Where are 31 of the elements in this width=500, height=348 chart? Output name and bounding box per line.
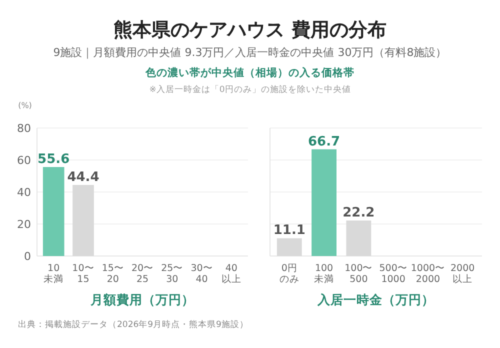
data-label: 22.2 [342, 205, 375, 220]
x-tick-label: 0円のみ [279, 263, 300, 285]
text: ※入居一時金は「0円のみ」の施設を除いた中央値 [149, 84, 351, 95]
x-tick-label: 100未満 [314, 263, 334, 285]
x-tick-label: 20〜25 [131, 263, 154, 285]
x-tick-label: 2000以上 [450, 263, 475, 285]
y-tick-label: 40 [17, 186, 31, 199]
text: 色の濃い帯が中央値（相場）の入る価格帯 [144, 66, 354, 79]
x-tick-label: 10〜15 [72, 263, 94, 285]
data-label: 44.4 [67, 170, 100, 185]
x-tick-label: 10未満 [44, 263, 64, 285]
x-axis-title: 入居一時金（万円） [316, 292, 434, 307]
data-label: 66.7 [308, 134, 340, 150]
y-tick-label: 80 [17, 122, 31, 135]
chart-title: 熊本県のケアハウス 費用の分布 [114, 19, 386, 41]
y-tick-label: 0 [24, 250, 31, 263]
data-label: 55.6 [38, 152, 70, 168]
x-tick-label: 25〜30 [161, 263, 184, 285]
chart-subtitle: 9施設｜月額費用の中央値 9.3万円／入居一時金の中央値 30万円（有料8施設） [53, 46, 447, 59]
source-note: 出典：掲載施設データ（2026年9月時点・熊本県9施設） [18, 319, 248, 330]
data-label: 11.1 [273, 223, 306, 238]
y-tick-label: 20 [17, 218, 31, 231]
y-axis-title: (%) [18, 101, 32, 110]
x-tick-label: 40以上 [221, 263, 242, 285]
x-tick-label: 30〜40 [190, 263, 213, 285]
x-tick-label: 15〜20 [102, 263, 124, 285]
y-tick-label: 60 [17, 154, 31, 167]
x-tick-label: 500〜1000 [379, 263, 408, 285]
x-tick-label: 100〜500 [344, 263, 373, 285]
x-tick-label: 1000〜2000 [410, 263, 446, 285]
x-axis-title: 月額費用（万円） [90, 292, 194, 307]
